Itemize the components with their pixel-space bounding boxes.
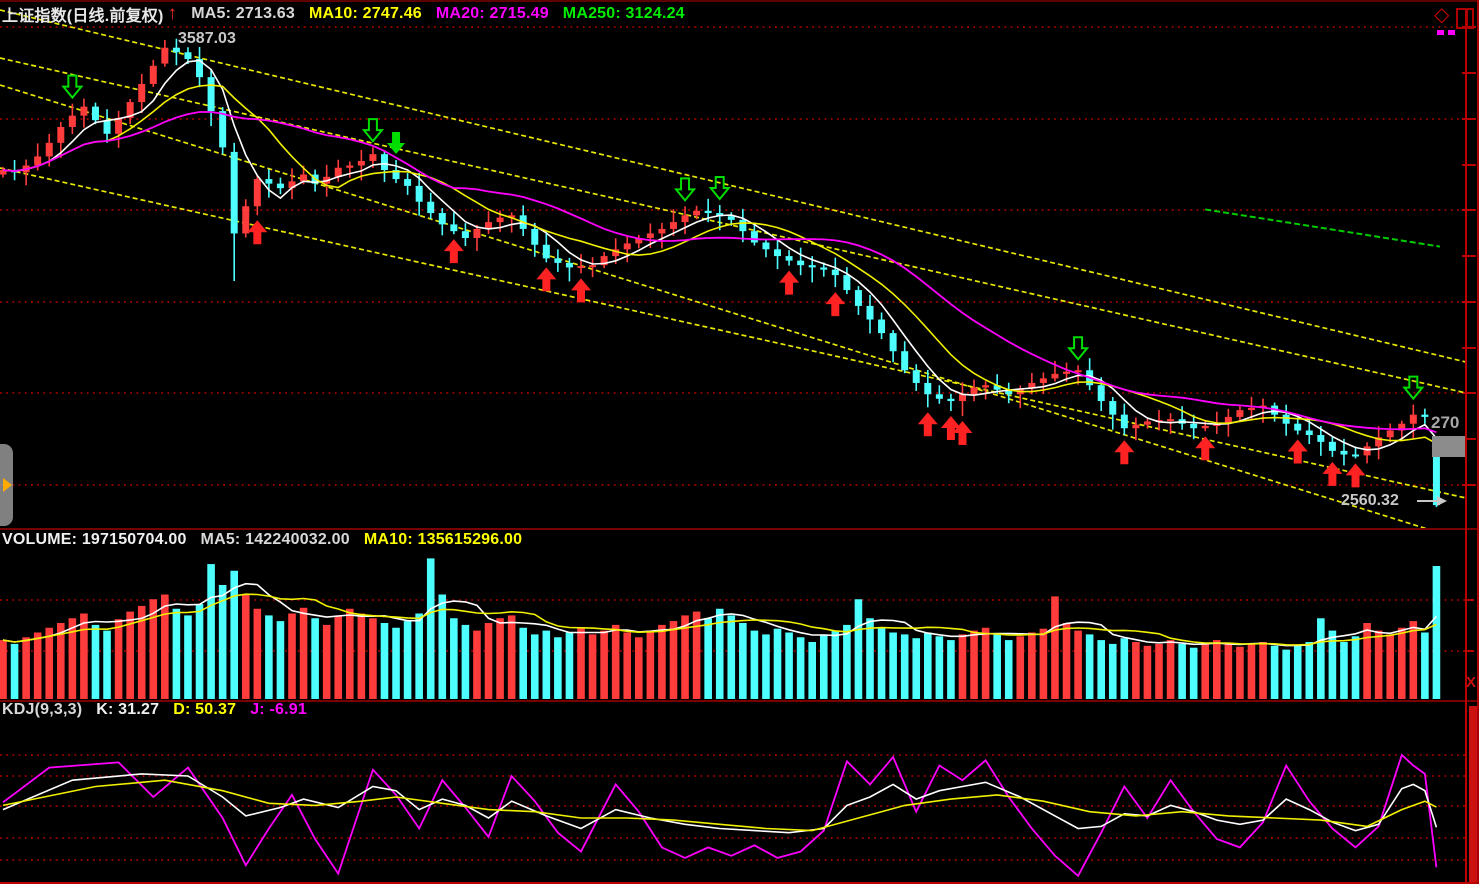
volume-ma5-readout: MA5: 142240032.00: [200, 531, 350, 548]
signal-arrows: [61, 74, 1425, 488]
pane-borders: [0, 8, 1479, 884]
ma5-readout: MA5: 2713.63: [191, 5, 296, 22]
window-right-border: [1477, 0, 1479, 884]
price-ma-lines: [2, 59, 1438, 451]
split-window-icon[interactable]: [1456, 8, 1474, 29]
ma20-readout: MA20: 2715.49: [435, 5, 549, 22]
split-window-icon-divider: [1466, 10, 1468, 27]
volume-header: VOLUME: 197150704.00 MA5: 142240032.00 M…: [2, 531, 536, 549]
main-chart-header: 上证指数(日线.前复权) ↑ MA5: 2713.63 MA10: 2747.4…: [2, 2, 699, 26]
volume-ma10-readout: MA10: 135615296.00: [363, 531, 523, 548]
kdj-k-readout: K: 31.27: [96, 701, 160, 718]
high-price-label: 3587.03: [178, 30, 236, 47]
kdj-j-readout: J: -6.91: [250, 701, 307, 718]
window-top-border: [0, 0, 1479, 2]
kdj-d-readout: D: 50.37: [173, 701, 237, 718]
ma10-readout: MA10: 2747.46: [309, 5, 422, 22]
current-price-tag-box: [1432, 436, 1465, 457]
kdj-pane: [2, 753, 1438, 878]
axis-ticks: [1462, 26, 1476, 652]
ma250-readout: MA250: 3124.24: [562, 5, 685, 22]
kdj-header: KDJ(9,3,3) K: 31.27 D: 50.37 J: -6.91: [2, 701, 321, 719]
volume-readout: VOLUME: 197150704.00: [2, 531, 187, 548]
sidebar-expand-tab[interactable]: [0, 444, 13, 526]
last-close-price-label: 2560.32: [1341, 492, 1399, 509]
volume-pane: [0, 558, 1441, 699]
right-axis-partial-price-label: 270: [1431, 413, 1460, 432]
diamond-marker-icon[interactable]: ◇: [1434, 4, 1450, 26]
candles: [0, 38, 1440, 508]
trend-up-arrow-icon: ↑: [167, 3, 178, 24]
instrument-title[interactable]: 上证指数(日线.前复权): [2, 8, 164, 25]
magenta-dot-icon: [1437, 30, 1444, 35]
close-pointer: [1417, 496, 1447, 506]
gridlines: [0, 26, 1466, 861]
price-pane: [0, 9, 1466, 528]
pane-close-icon[interactable]: X: [1466, 674, 1477, 691]
expand-arrow-icon: [3, 478, 12, 492]
kdj-indicator-name[interactable]: KDJ(9,3,3): [2, 701, 83, 718]
vertical-scrollbar[interactable]: [1469, 706, 1477, 882]
magenta-dot-icon: [1448, 30, 1455, 35]
